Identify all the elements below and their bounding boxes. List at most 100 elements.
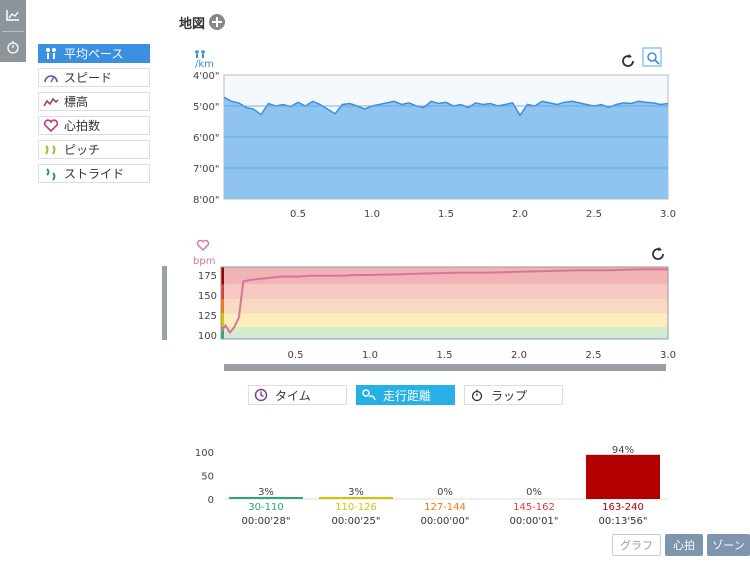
pace-reset-button[interactable] — [622, 54, 634, 67]
zone-percent-label: 3% — [348, 487, 364, 498]
xaxis-toggle-label: ラップ — [491, 388, 528, 403]
zone-chart: 100 50 0 3% 30-110 00:00'28" 3% 110-126 00:00'2… — [195, 445, 668, 527]
zone-bar — [586, 454, 660, 499]
chart-line-icon — [6, 10, 19, 21]
hr-x-tick: 1.5 — [437, 350, 453, 361]
hr-x-tick: 2.0 — [511, 350, 527, 361]
hr-zone-band — [221, 284, 668, 299]
hr-zone-marker — [221, 299, 224, 314]
metric-label: 標高 — [64, 95, 89, 109]
zone-y-tick: 50 — [201, 472, 214, 483]
pace-unit-icon — [195, 50, 205, 58]
zone-range-label: 127-144 — [424, 502, 466, 513]
pace-x-tick: 2.0 — [512, 209, 528, 220]
hr-zone-marker — [221, 313, 224, 327]
stopwatch-icon — [7, 41, 19, 54]
hr-y-tick: 125 — [198, 311, 217, 322]
pace-unit-label: /km — [195, 59, 214, 70]
pace-y-tick: 4'00" — [193, 71, 219, 82]
zone-percent-label: 3% — [258, 487, 274, 498]
stride-icon — [42, 166, 60, 182]
metric-item-2[interactable]: 標高 — [38, 92, 150, 111]
elevation-icon — [42, 94, 60, 110]
left-rail — [0, 0, 26, 62]
speedometer-icon — [42, 70, 60, 86]
horizontal-scrollbar[interactable] — [224, 364, 666, 371]
zone-percent-label: 0% — [526, 487, 542, 498]
chart-view-button[interactable] — [0, 0, 26, 30]
hr-zone-band — [221, 313, 668, 327]
footprints-icon — [42, 46, 60, 62]
zone-button[interactable]: ゾーン — [707, 534, 750, 556]
hr-x-tick: 3.0 — [660, 350, 676, 361]
hr-unit-label: bpm — [193, 256, 215, 267]
zone-bar — [319, 497, 393, 499]
pace-x-tick: 2.5 — [586, 209, 602, 220]
distance-icon — [361, 387, 377, 403]
metric-item-5[interactable]: ストライド — [38, 164, 150, 183]
clock-icon — [253, 387, 269, 403]
zone-y-tick: 100 — [195, 448, 214, 459]
hr-y-tick: 150 — [198, 291, 217, 302]
hr-zone-marker — [221, 284, 224, 299]
pace-x-tick: 1.5 — [438, 209, 454, 220]
pace-y-tick: 5'00" — [193, 102, 219, 113]
hr-zone-marker — [221, 335, 224, 339]
metric-item-1[interactable]: スピード — [38, 68, 150, 87]
pace-x-tick: 1.0 — [364, 209, 380, 220]
add-map-button[interactable] — [208, 13, 226, 35]
timer-view-button[interactable] — [0, 32, 26, 62]
zone-duration-label: 00:00'00" — [421, 516, 470, 527]
heart-icon — [196, 239, 210, 251]
hr-y-tick: 175 — [198, 271, 217, 282]
pace-zoom-button[interactable] — [642, 47, 662, 67]
heart-icon — [42, 118, 60, 134]
zone-range-label: 163-240 — [602, 502, 644, 513]
xaxis-toggle-0[interactable]: タイム — [248, 385, 347, 405]
plus-circle-icon — [209, 14, 225, 30]
hr-x-tick: 2.5 — [586, 350, 602, 361]
pace-chart: /km 4'00" 5'00" 6'00" 7'00" 8'00" 0.5 1.0 1.5 2… — [193, 47, 676, 220]
steps-icon — [42, 142, 60, 158]
pace-x-tick: 0.5 — [290, 209, 306, 220]
zone-range-label: 30-110 — [248, 502, 283, 513]
hr-zone-band — [221, 299, 668, 314]
xaxis-toggle-2[interactable]: ラップ — [464, 385, 563, 405]
zone-duration-label: 00:00'01" — [510, 516, 559, 527]
zone-duration-label: 00:00'28" — [242, 516, 291, 527]
metric-item-0[interactable]: 平均ペース — [38, 44, 150, 63]
xaxis-toggle-1[interactable]: 走行距離 — [356, 385, 455, 405]
hr-zone-band — [221, 327, 668, 335]
pace-x-tick: 3.0 — [660, 209, 676, 220]
pace-y-tick: 7'00" — [193, 164, 219, 175]
chart-resize-handle[interactable] — [162, 266, 167, 340]
metric-item-4[interactable]: ピッチ — [38, 140, 150, 159]
pace-area — [224, 97, 668, 199]
zone-percent-label: 0% — [437, 487, 453, 498]
metric-label: 心拍数 — [64, 119, 101, 133]
zone-bar — [229, 497, 303, 499]
metric-item-3[interactable]: 心拍数 — [38, 116, 150, 135]
hr-x-tick: 1.0 — [362, 350, 378, 361]
hr-reset-button[interactable] — [652, 247, 664, 260]
hr-chart: bpm 175 150 125 100 0.5 1.0 1.5 2.0 2.5 3.0 — [193, 239, 676, 361]
xaxis-toggle-label: 走行距離 — [383, 388, 432, 403]
zone-percent-label: 94% — [612, 445, 634, 456]
graph-view-button[interactable]: グラフ — [612, 534, 661, 556]
pace-y-tick: 8'00" — [193, 195, 219, 206]
map-title: 地図 — [179, 17, 206, 32]
xaxis-toggle-label: タイム — [275, 388, 311, 403]
zone-duration-label: 00:00'25" — [332, 516, 381, 527]
stopwatch-icon — [469, 387, 485, 403]
hr-y-tick: 100 — [198, 331, 217, 342]
metric-label: スピード — [64, 71, 113, 85]
hr-zone-band — [221, 335, 668, 339]
zone-y-tick: 0 — [208, 495, 214, 506]
metric-label: ストライド — [64, 167, 125, 181]
heart-rate-button[interactable]: 心拍 — [665, 534, 703, 556]
hr-line — [220, 268, 668, 335]
pace-y-tick: 6'00" — [193, 133, 219, 144]
metric-label: 平均ペース — [64, 47, 124, 61]
metric-label: ピッチ — [64, 143, 101, 157]
hr-zone-marker — [221, 267, 224, 285]
